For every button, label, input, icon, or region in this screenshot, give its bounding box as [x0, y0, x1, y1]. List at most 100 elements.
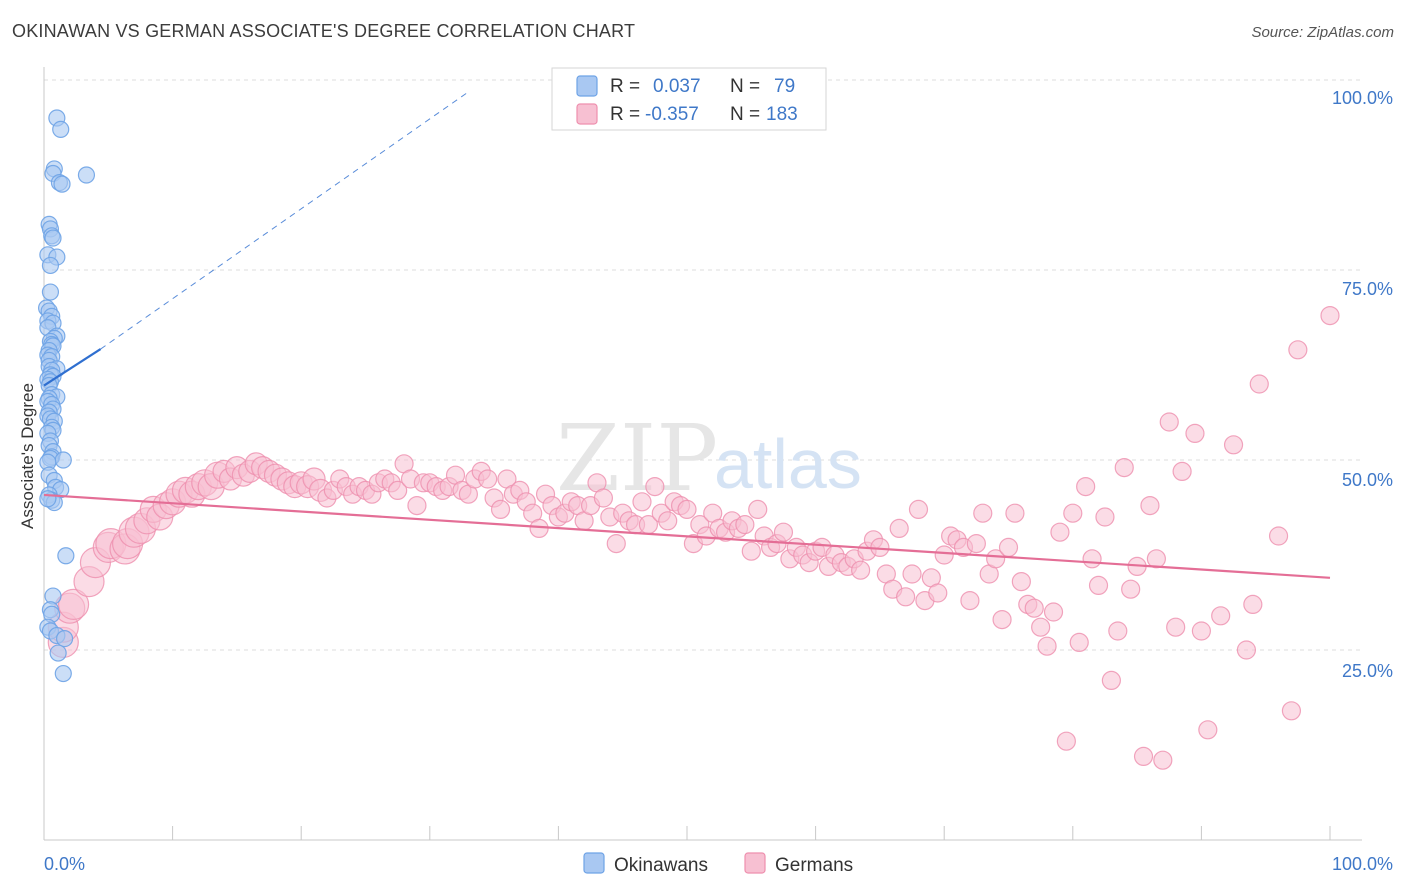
bottom-legend-okinawans[interactable]: Okinawans [614, 855, 708, 876]
german-point [1114, 458, 1134, 478]
german-point [1146, 549, 1166, 569]
german-point [388, 480, 408, 500]
legend-swatch-pink [576, 103, 598, 125]
germans-trend-line [43, 493, 1331, 579]
german-point [1281, 701, 1302, 721]
german-point [1166, 617, 1186, 637]
legend-r-label-1: R = [610, 76, 640, 97]
legend-n-value-1: 79 [774, 76, 795, 97]
x-tick-min: 0.0% [44, 854, 85, 874]
german-point [934, 545, 954, 565]
legend-n-value-2: 183 [766, 104, 798, 125]
okinawans-trend-line [43, 348, 102, 387]
german-point [986, 549, 1006, 569]
legend-swatch-blue [576, 75, 598, 97]
y-tick-100: 100.0% [1332, 88, 1393, 108]
bottom-legend: Okinawans Germans [583, 852, 853, 876]
german-point [889, 518, 909, 539]
german-point [1243, 594, 1263, 615]
bottom-legend-swatch-okinawans[interactable] [583, 852, 605, 874]
german-point [529, 518, 549, 539]
german-point [1031, 617, 1051, 637]
german-point [593, 488, 614, 508]
german-point [1005, 503, 1025, 523]
okinawan-point [41, 256, 60, 275]
german-point [1050, 522, 1070, 542]
german-point [1063, 503, 1083, 523]
okinawan-point [53, 175, 71, 193]
german-point [606, 533, 626, 554]
okinawans-points [37, 109, 96, 683]
german-point [658, 511, 678, 531]
german-point [1159, 412, 1179, 432]
german-point [851, 560, 871, 580]
german-point [1024, 598, 1044, 618]
german-point [1236, 640, 1257, 660]
okinawan-point [52, 120, 70, 138]
german-point [902, 564, 922, 584]
german-point [748, 499, 768, 519]
german-point [645, 477, 665, 497]
german-point [1108, 621, 1128, 641]
okinawan-point [44, 229, 62, 247]
okinawan-point [39, 490, 57, 508]
german-point [490, 499, 511, 519]
german-point [896, 587, 916, 607]
x-tick-max: 100.0% [1332, 854, 1393, 874]
legend-n-label-2: N = [730, 104, 760, 125]
okinawan-point [77, 166, 96, 184]
german-point [1249, 374, 1269, 394]
german-point [478, 469, 498, 489]
german-point [1191, 621, 1212, 641]
german-point [57, 588, 90, 621]
german-point [1185, 423, 1205, 443]
bottom-legend-germans[interactable]: Germans [775, 855, 853, 876]
german-point [966, 533, 986, 554]
german-point [992, 609, 1012, 630]
german-point [1172, 461, 1192, 481]
y-axis-title: Associate's Degree [18, 383, 37, 529]
y-tick-75: 75.0% [1342, 279, 1393, 299]
german-point [960, 590, 980, 611]
german-point [998, 537, 1019, 558]
german-point [1268, 526, 1289, 546]
german-point [973, 503, 993, 523]
okinawans-trend-extension [100, 91, 469, 350]
german-point [773, 522, 794, 542]
legend-n-label-1: N = [730, 76, 760, 97]
german-point [1037, 636, 1057, 656]
watermark-atlas: atlas [714, 425, 862, 503]
german-point [1320, 306, 1340, 326]
german-point [1140, 496, 1160, 516]
bottom-legend-swatch-germans[interactable] [744, 852, 766, 874]
okinawan-point [57, 547, 75, 565]
german-point [928, 583, 948, 603]
legend-r-value-2: -0.357 [645, 104, 699, 125]
german-point [1153, 750, 1173, 770]
german-point [1211, 606, 1231, 626]
german-point [1223, 435, 1244, 455]
german-point [1121, 579, 1141, 599]
legend-box: R = 0.037 N = 79 R = -0.357 N = 183 [551, 67, 827, 131]
okinawan-point [49, 644, 67, 662]
german-point [1101, 670, 1121, 691]
y-tick-50: 50.0% [1342, 470, 1393, 490]
german-point [908, 499, 929, 519]
okinawan-point [54, 451, 72, 469]
german-point [1133, 746, 1154, 767]
chart-title: OKINAWAN VS GERMAN ASSOCIATE'S DEGREE CO… [12, 21, 636, 41]
okinawan-point [54, 664, 72, 683]
okinawan-point [41, 283, 60, 301]
legend-r-label-2: R = [610, 104, 640, 125]
german-point [735, 514, 755, 535]
german-point [1076, 477, 1096, 497]
german-point [1198, 720, 1218, 740]
y-tick-labels: 100.0% 75.0% 50.0% 25.0% [1332, 88, 1393, 681]
german-point [1056, 731, 1076, 751]
legend-r-value-1: 0.037 [653, 76, 701, 97]
german-point [1288, 340, 1308, 360]
trend-layer [43, 91, 1331, 579]
german-point [632, 492, 652, 512]
german-point [1088, 575, 1109, 596]
